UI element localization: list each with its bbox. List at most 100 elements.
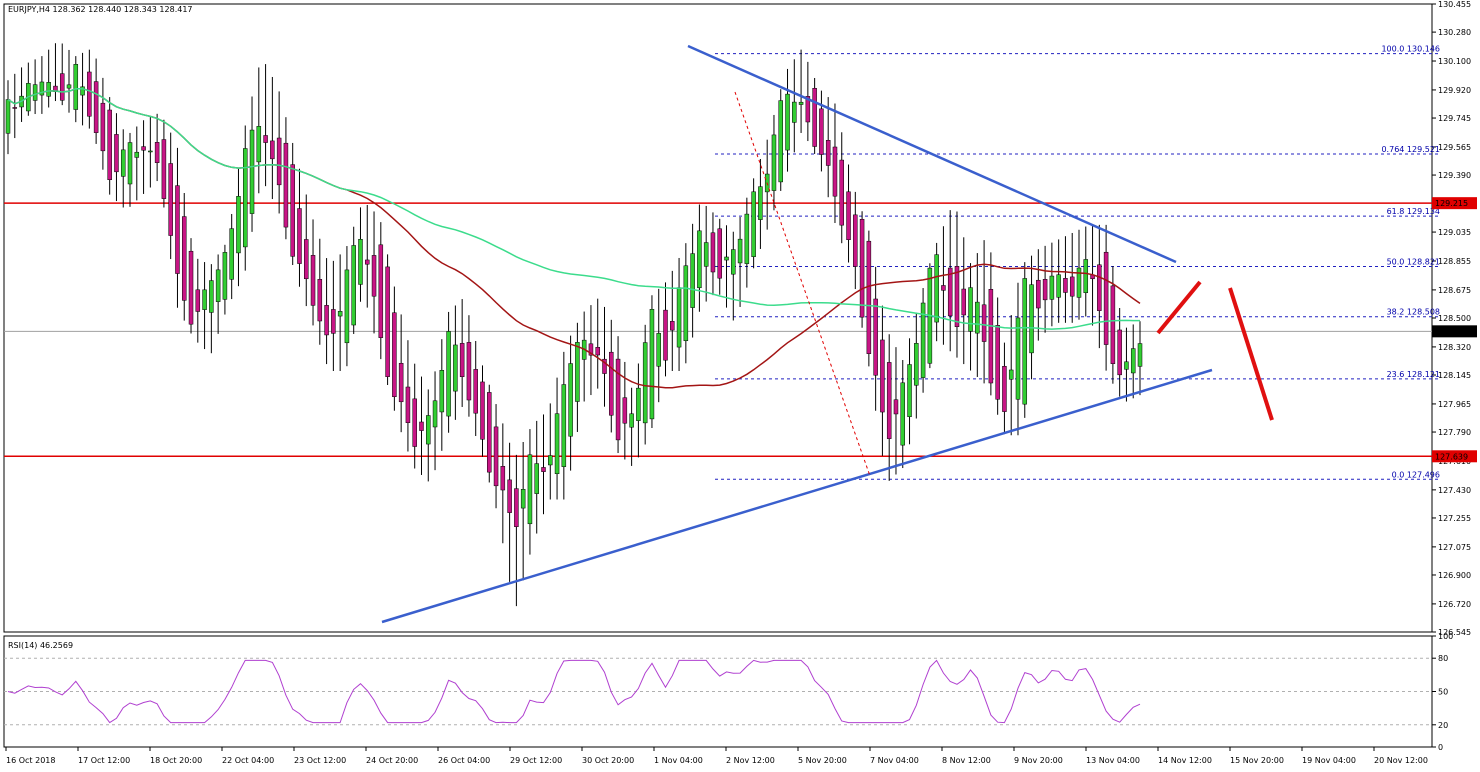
fib-level-label: 0.0 127.496 — [1392, 470, 1440, 479]
bear-candle — [710, 232, 716, 273]
time-tick-label: 24 Oct 20:00 — [366, 756, 418, 765]
bear-candle — [317, 279, 323, 322]
bear-candle — [100, 102, 106, 152]
bull-candle — [785, 93, 790, 151]
bull-candle — [229, 228, 234, 280]
bull-candle — [453, 344, 458, 392]
support-price-tag-bg — [1432, 450, 1477, 463]
bull-candle — [32, 84, 38, 101]
bull-candle — [66, 84, 72, 89]
bull-candle — [758, 186, 763, 220]
bull-candle — [642, 342, 648, 424]
bull-candle — [683, 265, 689, 342]
bear-candle — [263, 135, 268, 143]
price-tick-label: 128.320 — [1438, 343, 1471, 352]
price-tick-label: 126.900 — [1438, 571, 1471, 580]
bear-candle — [588, 343, 594, 356]
bear-candle — [805, 96, 811, 123]
time-tick-label: 22 Oct 04:00 — [222, 756, 274, 765]
bear-candle — [670, 321, 675, 331]
bull-candle — [256, 126, 262, 163]
current-price-tag: 128.417 — [1435, 327, 1468, 336]
bull-candle — [236, 196, 241, 254]
bull-candle — [222, 252, 228, 300]
bull-candle — [548, 455, 553, 466]
time-tick-label: 15 Nov 20:00 — [1230, 756, 1284, 765]
price-tick-label: 128.145 — [1438, 371, 1471, 380]
bear-candle — [853, 214, 858, 267]
bull-candle — [5, 99, 11, 134]
bear-candle — [1103, 251, 1109, 345]
bull-candle — [792, 101, 797, 123]
bear-candle — [880, 339, 885, 413]
bear-candle — [175, 185, 180, 274]
bull-candle — [215, 269, 221, 302]
price-tick-label: 128.855 — [1438, 257, 1471, 266]
bear-candle — [846, 191, 851, 240]
time-tick-label: 1 Nov 04:00 — [654, 756, 703, 765]
resistance-price-tag: 129.215 — [1435, 199, 1468, 208]
bull-candle — [426, 415, 431, 445]
price-tick-label: 129.565 — [1438, 143, 1471, 152]
bear-candle — [195, 289, 201, 312]
bear-candle — [866, 240, 872, 354]
price-tick-label: 129.745 — [1438, 114, 1471, 123]
bull-candle — [914, 343, 919, 386]
time-tick-label: 17 Oct 12:00 — [78, 756, 130, 765]
rsi-tick-label: 80 — [1438, 654, 1448, 663]
arrow-up-stroke — [1156, 280, 1202, 335]
bear-candle — [615, 358, 621, 441]
bear-candle — [87, 71, 92, 117]
bear-candle — [541, 467, 546, 472]
bull-candle — [249, 129, 255, 214]
bear-candle — [114, 134, 119, 173]
bull-candle — [724, 256, 729, 261]
bear-candle — [188, 250, 194, 325]
bull-candle — [703, 242, 709, 267]
bull-candle — [575, 342, 580, 402]
rsi-line — [7, 659, 1141, 724]
bear-candle — [1097, 264, 1102, 311]
bear-candle — [398, 362, 404, 403]
time-tick-label: 2 Nov 12:00 — [726, 756, 775, 765]
fib-level-label: 0.764 129.521 — [1381, 145, 1440, 154]
bear-candle — [663, 309, 668, 361]
bull-candle — [1124, 361, 1129, 370]
time-tick-label: 26 Oct 04:00 — [438, 756, 490, 765]
time-tick-label: 20 Nov 12:00 — [1374, 756, 1428, 765]
bull-candle — [744, 213, 750, 264]
bear-candle — [270, 140, 275, 160]
bear-candle — [331, 309, 336, 334]
bull-candle — [73, 64, 79, 110]
time-tick-label: 23 Oct 12:00 — [294, 756, 346, 765]
bear-candle — [602, 358, 607, 374]
price-tick-label: 126.720 — [1438, 600, 1471, 609]
bull-candle — [446, 331, 451, 417]
current-price-tag-bg — [1432, 325, 1477, 338]
bull-candle — [209, 280, 214, 313]
bear-candle — [480, 381, 485, 440]
bull-candle — [676, 287, 682, 348]
bear-candle — [493, 426, 499, 487]
bear-candle — [473, 369, 478, 414]
bull-candle — [520, 489, 526, 509]
bull-candle — [934, 254, 939, 323]
bear-candle — [832, 146, 838, 197]
bear-candle — [717, 228, 722, 279]
bear-candle — [324, 305, 329, 336]
bear-candle — [873, 298, 878, 376]
bear-candle — [819, 108, 824, 155]
bull-candle — [697, 230, 702, 289]
bear-candle — [283, 142, 289, 228]
bear-candle — [812, 88, 817, 147]
time-tick-label: 18 Oct 20:00 — [150, 756, 202, 765]
bull-candle — [242, 148, 248, 248]
price-tick-label: 128.675 — [1438, 286, 1471, 295]
bear-candle — [941, 285, 946, 291]
symbol-info: EURJPY,H4 128.362 128.440 128.343 128.41… — [8, 5, 193, 14]
support-price-tag: 127.639 — [1435, 452, 1468, 461]
bull-candle — [1049, 275, 1055, 300]
bull-candle — [1056, 274, 1061, 298]
bull-candle — [649, 309, 655, 420]
